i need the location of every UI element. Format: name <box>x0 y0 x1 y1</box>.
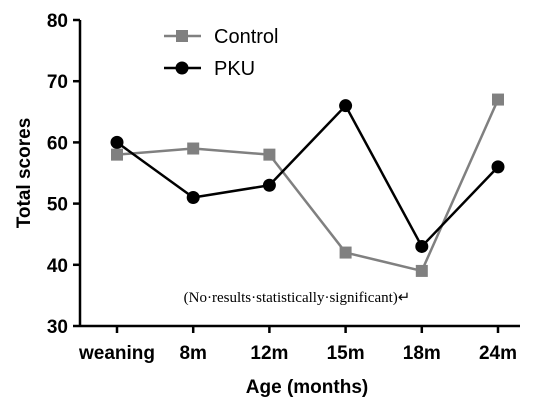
data-point-control <box>263 148 276 161</box>
legend-control-label: Control <box>214 26 278 48</box>
y-ticks: 30 40 50 60 70 80 <box>47 11 80 338</box>
y-tick-label: 60 <box>47 133 68 154</box>
y-axis-title: Total scores <box>14 118 35 229</box>
data-point-pku <box>110 135 124 149</box>
data-point-control <box>339 246 352 259</box>
data-point-pku <box>491 160 505 174</box>
x-tick-label: 18m <box>403 343 441 364</box>
data-point-control <box>492 93 504 106</box>
legend-pku-label: PKU <box>214 58 255 80</box>
x-axis: weaning 8m 12m 15m 18m 24m <box>78 324 520 364</box>
data-point-pku <box>415 239 429 253</box>
series-layer <box>110 93 505 277</box>
legend-control-marker <box>176 30 188 42</box>
series-line-control <box>116 99 500 273</box>
x-ticks: weaning 8m 12m 15m 18m 24m <box>78 326 517 364</box>
x-tick-label: 12m <box>250 343 288 364</box>
legend: Control PKU <box>164 26 278 80</box>
x-tick-label: 15m <box>327 343 365 364</box>
y-tick-label: 50 <box>47 195 68 216</box>
data-point-control <box>415 264 428 277</box>
y-tick-label: 40 <box>47 256 68 277</box>
annotation: (No·results·statistically·significant)↵ <box>184 290 411 306</box>
y-tick-label: 30 <box>47 317 68 338</box>
x-tick-label: weaning <box>78 343 155 364</box>
data-point-pku <box>339 99 353 113</box>
data-point-control <box>111 148 123 161</box>
legend-pku-marker <box>175 61 189 75</box>
data-point-control <box>187 142 200 155</box>
x-axis-title: Age (months) <box>246 377 368 398</box>
y-tick-label: 80 <box>47 11 68 32</box>
series-line-pku <box>116 104 499 248</box>
data-point-pku <box>262 178 276 192</box>
y-axis: 30 40 50 60 70 80 <box>47 11 82 338</box>
x-tick-label: 8m <box>179 343 206 364</box>
data-point-pku <box>186 190 200 204</box>
y-tick-label: 70 <box>47 72 68 93</box>
x-tick-label: 24m <box>479 343 517 364</box>
